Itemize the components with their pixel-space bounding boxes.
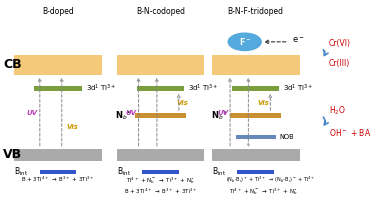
Text: B + 3Ti$^{4+}$ $\rightarrow$ B$^{3+}$ + 3Ti$^{3+}$: B + 3Ti$^{4+}$ $\rightarrow$ B$^{3+}$ + …: [21, 175, 95, 184]
Bar: [14, 55, 102, 75]
FancyArrowPatch shape: [323, 117, 328, 125]
Text: (N$_b$-B$_i$)$^+$ + Ti$^{3+}$ $\rightarrow$ (N$_b$-B$_i$)$^-$ + Ti$^{4+}$: (N$_b$-B$_i$)$^+$ + Ti$^{3+}$ $\rightarr…: [226, 175, 315, 185]
Bar: [117, 55, 204, 75]
Text: Ti$^{4+}$ + N$_b^-$ $\rightarrow$ Ti$^{3+}$ + N$_b^{\bullet}$: Ti$^{4+}$ + N$_b^-$ $\rightarrow$ Ti$^{3…: [126, 175, 195, 186]
Text: 3d$^1$ Ti$^{3+}$: 3d$^1$ Ti$^{3+}$: [283, 83, 314, 94]
Text: VB: VB: [3, 148, 22, 161]
Text: N$_b$$^{\bullet}$: N$_b$$^{\bullet}$: [211, 109, 226, 122]
Text: UV: UV: [217, 110, 228, 116]
Text: Cr(VI): Cr(VI): [329, 39, 351, 48]
Text: B-doped: B-doped: [42, 7, 74, 16]
Bar: [40, 170, 76, 174]
Bar: [230, 113, 281, 118]
Text: UV: UV: [27, 110, 38, 116]
Text: B$_{\rm int}$: B$_{\rm int}$: [117, 166, 131, 178]
Text: B-N-codoped: B-N-codoped: [136, 7, 185, 16]
Bar: [238, 170, 274, 174]
Text: B-N-F-tridoped: B-N-F-tridoped: [228, 7, 284, 16]
Text: B$_{\rm int}$: B$_{\rm int}$: [212, 166, 226, 178]
Text: CB: CB: [3, 58, 22, 71]
Bar: [142, 170, 179, 174]
FancyArrowPatch shape: [323, 50, 328, 55]
Text: 3d$^1$ Ti$^{3+}$: 3d$^1$ Ti$^{3+}$: [86, 83, 116, 94]
Bar: [14, 149, 102, 161]
Text: H$_2$O: H$_2$O: [329, 105, 346, 117]
Text: Ti$^{4+}$ + N$_b^-$ $\rightarrow$ Ti$^{3+}$ + N$_b^{\bullet}$: Ti$^{4+}$ + N$_b^-$ $\rightarrow$ Ti$^{3…: [229, 186, 297, 197]
Text: NOB: NOB: [279, 134, 294, 140]
Text: N$_b$$^{\bullet}$: N$_b$$^{\bullet}$: [116, 109, 131, 122]
Text: F$^-$: F$^-$: [239, 36, 251, 47]
Text: e$^-$: e$^-$: [292, 35, 305, 45]
Text: B + 3Ti$^{4+}$ $\rightarrow$ B$^{3+}$ + 3Ti$^{3+}$: B + 3Ti$^{4+}$ $\rightarrow$ B$^{3+}$ + …: [124, 186, 197, 196]
Text: 3d$^1$ Ti$^{3+}$: 3d$^1$ Ti$^{3+}$: [188, 83, 218, 94]
Text: Cr(III): Cr(III): [329, 59, 350, 68]
Text: UV: UV: [126, 110, 137, 116]
Text: OH$^-$ + BA: OH$^-$ + BA: [329, 127, 371, 138]
Text: B$_{\rm int}$: B$_{\rm int}$: [14, 166, 28, 178]
Text: Vis: Vis: [67, 124, 79, 130]
Bar: [34, 86, 82, 91]
Text: Vis: Vis: [257, 100, 269, 106]
Bar: [232, 86, 279, 91]
Bar: [135, 113, 186, 118]
Text: Vis: Vis: [177, 100, 188, 106]
Bar: [212, 149, 299, 161]
Bar: [236, 135, 276, 139]
Bar: [117, 149, 204, 161]
Bar: [212, 55, 299, 75]
Circle shape: [228, 33, 261, 50]
Bar: [137, 86, 184, 91]
